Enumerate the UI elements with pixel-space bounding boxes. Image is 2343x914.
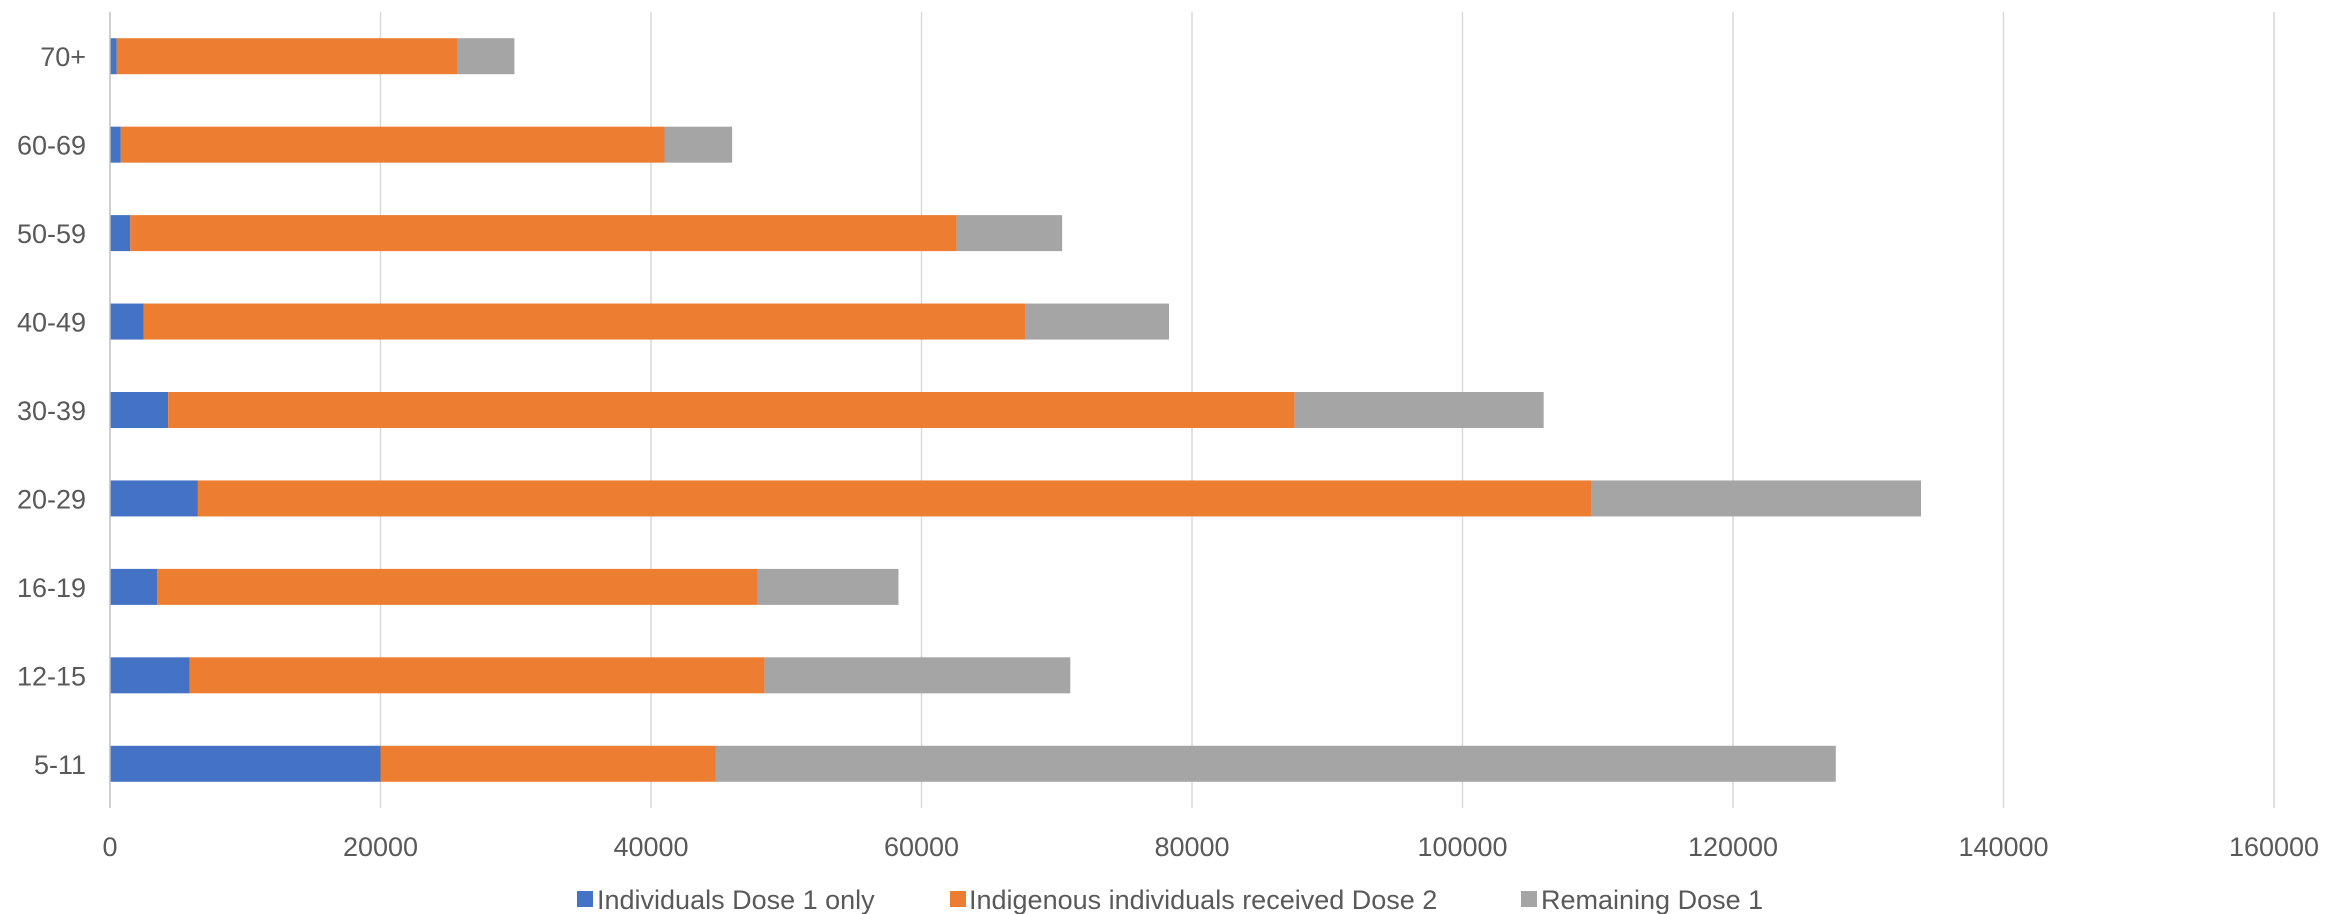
x-tick-label: 120000 xyxy=(1688,832,1778,862)
y-tick-label: 12-15 xyxy=(17,661,86,691)
bar-segment-3 xyxy=(757,568,899,605)
y-tick-label: 70+ xyxy=(40,42,86,72)
bar-segment-1 xyxy=(110,657,190,694)
bar-segment-2 xyxy=(143,303,1026,340)
legend-swatch xyxy=(1521,891,1537,907)
bar-segment-2 xyxy=(189,657,765,694)
bar-segment-1 xyxy=(110,568,158,605)
legend-label: Remaining Dose 1 xyxy=(1541,885,1763,914)
bar-segment-3 xyxy=(956,215,1063,252)
bar-segment-3 xyxy=(664,126,733,163)
bar-segment-3 xyxy=(1294,392,1544,428)
bar-segment-2 xyxy=(130,215,957,252)
y-axis: 70+ 60-69 50-59 40-49 30-39 20-29 16-19 12-15 5-… xyxy=(17,12,111,808)
bar-segment-2 xyxy=(116,38,458,75)
bar-segment-1 xyxy=(110,745,381,782)
legend-swatch xyxy=(950,891,966,907)
bar-segment-2 xyxy=(157,568,758,605)
x-tick-label: 60000 xyxy=(884,832,959,862)
bar-segment-1 xyxy=(110,480,198,517)
y-tick-label: 16-19 xyxy=(17,573,86,603)
x-tick-label: 80000 xyxy=(1154,832,1229,862)
bar-segment-3 xyxy=(1025,303,1170,340)
bar-segment-1 xyxy=(110,303,144,340)
bar-segment-3 xyxy=(1590,480,1921,517)
x-axis: 0 20000 40000 60000 80000 100000 120000 140000 1… xyxy=(102,832,2319,862)
x-tick-label: 160000 xyxy=(2229,832,2319,862)
bar-segment-2 xyxy=(120,126,665,163)
bars xyxy=(110,38,1921,782)
y-tick-label: 60-69 xyxy=(17,131,86,161)
bar-segment-3 xyxy=(764,657,1071,694)
legend-label: Indigenous individuals received Dose 2 xyxy=(969,885,1437,914)
x-tick-label: 0 xyxy=(102,832,117,862)
y-tick-label: 30-39 xyxy=(17,396,86,426)
x-tick-label: 140000 xyxy=(1958,832,2048,862)
y-tick-label: 20-29 xyxy=(17,484,86,514)
bar-segment-3 xyxy=(715,745,1836,782)
bar-segment-2 xyxy=(197,480,1591,517)
legend-swatch xyxy=(577,891,593,907)
x-tick-label: 40000 xyxy=(613,832,688,862)
y-tick-label: 50-59 xyxy=(17,219,86,249)
bar-segment-1 xyxy=(110,126,121,163)
bar-segment-1 xyxy=(110,215,131,252)
bar-segment-3 xyxy=(457,38,515,75)
bar-segment-1 xyxy=(110,38,117,75)
legend-label: Individuals Dose 1 only xyxy=(597,885,875,914)
y-tick-label: 40-49 xyxy=(17,308,86,338)
bar-segment-1 xyxy=(110,392,169,428)
y-tick-label: 5-11 xyxy=(34,750,86,780)
legend: Individuals Dose 1 only Indigenous indivi… xyxy=(577,885,1763,914)
bar-segment-2 xyxy=(168,392,1295,428)
x-tick-label: 20000 xyxy=(343,832,418,862)
bar-segment-2 xyxy=(380,745,716,782)
x-tick-label: 100000 xyxy=(1417,832,1507,862)
